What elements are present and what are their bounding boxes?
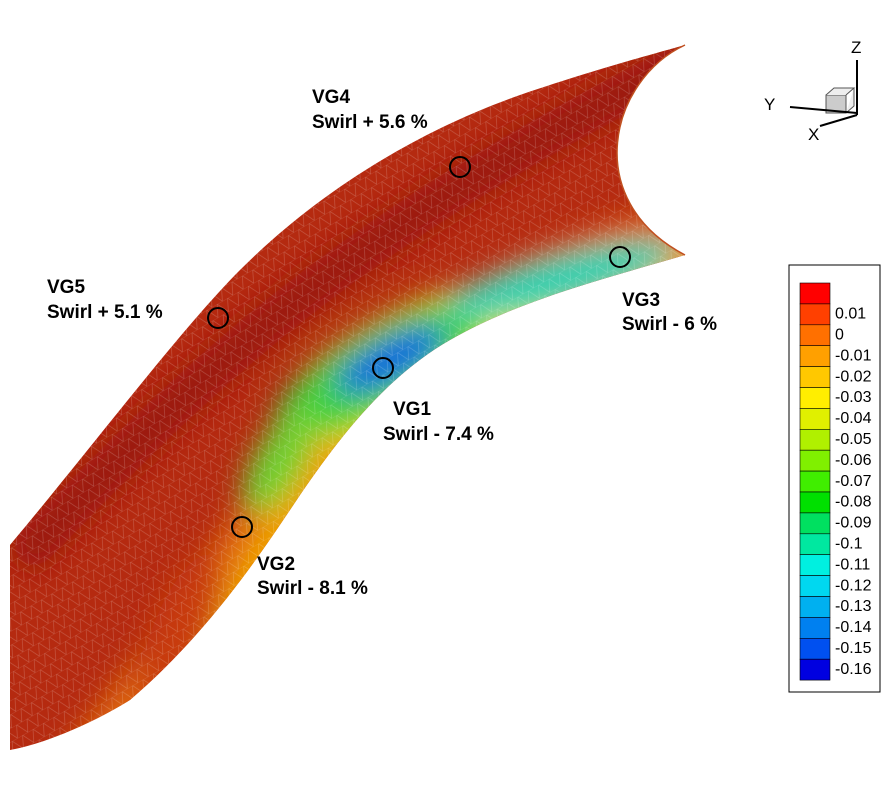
vg-marker [231,516,253,538]
colorbar: 0.01 0 -0.01 -0.02 -0.03 -0.04 -0.05 -0.06 -0.07… [799,282,872,681]
annotation-name: VG2 [257,554,295,575]
colorbar-label: -0.08 [835,494,872,511]
colorbar-label: -0.16 [835,661,872,678]
colorbar-label: -0.11 [835,556,870,573]
colorbar-swatch [799,282,831,305]
annotation-name: VG5 [47,277,85,298]
triad-label: Y [764,95,775,114]
colorbar-label: -0.12 [835,577,872,594]
annotation-text: Swirl + 5.1 % [47,302,163,323]
axis-triad [789,60,858,127]
colorbar-label: -0.05 [835,431,872,448]
colorbar-swatch [799,533,831,555]
colorbar-swatch [799,324,831,346]
colorbar-swatch [799,345,831,367]
colorbar-label: -0.03 [835,389,872,406]
colorbar-swatch [799,658,831,681]
colorbar-label: -0.07 [835,473,872,490]
triad-cube-top [825,87,856,114]
annotation-text: Swirl - 8.1 % [257,578,368,599]
colorbar-label: -0.15 [835,640,872,657]
colorbar-swatch [799,512,831,535]
annotation-name: VG1 [393,399,431,420]
colorbar-label: -0.04 [835,410,872,427]
colorbar-swatch [799,387,831,409]
colorbar-label: -0.06 [835,452,872,469]
colorbar-swatch [799,637,831,660]
colorbar-swatch [799,617,831,639]
vg-marker [372,357,394,379]
colorbar-label: -0.02 [835,368,872,385]
triad-y-axis [789,106,858,114]
annotation-name: VG3 [622,290,660,311]
colorbar-swatch [799,449,831,472]
annotation-text: Swirl + 5.6 % [312,112,428,133]
colorbar-label: -0.1 [835,535,863,552]
colorbar-label: -0.13 [835,598,872,615]
colorbar-swatch [799,366,831,388]
colorbar-label: -0.14 [835,619,872,636]
annotation-name: VG4 [312,87,350,108]
annotation-text: Swirl - 6 % [622,314,717,335]
triad-label: Z [851,38,861,57]
colorbar-label: -0.01 [835,347,872,364]
vg-markers [207,156,631,538]
vg-marker [449,156,471,178]
colorbar-swatch [799,596,831,618]
colorbar-swatch [799,554,831,576]
colorbar-swatch [799,428,831,451]
colorbar-label: -0.09 [835,515,872,532]
colorbar-swatch [799,303,831,326]
vg-marker [609,246,631,268]
triad-label: X [808,125,819,144]
annotation-text: Swirl - 7.4 % [383,424,494,445]
vg-marker [207,307,229,329]
duct-opening [616,44,686,256]
colorbar-swatch [799,470,831,493]
colorbar-swatch [799,491,831,514]
colorbar-label: 0 [835,326,844,343]
colorbar-label: 0.01 [835,306,866,323]
colorbar-swatch [799,575,831,597]
triad-x-axis [819,114,858,127]
colorbar-swatch [799,408,831,430]
